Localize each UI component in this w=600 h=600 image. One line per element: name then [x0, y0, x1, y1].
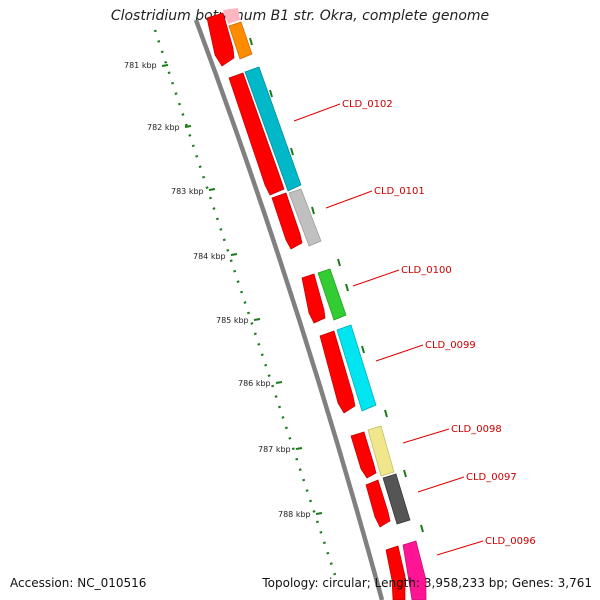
gene-label: CLD_0096 — [485, 536, 536, 547]
accession-text: Accession: NC_010516 — [10, 576, 147, 590]
kbp-label: 782 kbp — [147, 123, 180, 132]
map-title: Clostridium botulinum B1 str. Okra, comp… — [110, 8, 490, 24]
cds-arrow — [350, 431, 377, 479]
cds-arrow — [301, 273, 326, 324]
kbp-label: 788 kbp — [278, 510, 311, 519]
genome-summary-text: Topology: circular; Length: 3,958,233 bp… — [262, 576, 592, 590]
kbp-label: 783 kbp — [171, 187, 204, 196]
gene-label: CLD_0097 — [466, 472, 517, 483]
gene-labels: CLD_0102 CLD_0101 CLD_0100 CLD_0099 CLD_… — [342, 99, 536, 547]
cds-arrow — [206, 12, 235, 67]
gene-feature-pink — [223, 8, 240, 24]
kbp-label: 785 kbp — [216, 316, 249, 325]
gene-feature-grey — [288, 188, 322, 247]
cds-features — [206, 12, 406, 600]
genome-backbone — [193, 19, 385, 600]
cds-arrow — [228, 72, 285, 196]
gene-label-lines — [293, 103, 484, 556]
gene-label: CLD_0102 — [342, 99, 393, 110]
kbp-label: 784 kbp — [193, 252, 226, 261]
cds-arrow — [271, 192, 303, 250]
gene-label: CLD_0099 — [425, 340, 476, 351]
cds-arrow — [365, 479, 391, 528]
kbp-scale — [153, 29, 337, 576]
cds-arrow — [319, 330, 356, 414]
gene-feature-orange — [228, 21, 253, 60]
gene-label: CLD_0101 — [374, 186, 425, 197]
gene-label: CLD_0100 — [401, 265, 452, 276]
gene-feature-darkgrey — [382, 473, 411, 525]
cds-arrow — [385, 545, 406, 600]
kbp-label: 781 kbp — [124, 61, 157, 70]
outer-ticks — [249, 37, 424, 533]
gene-feature-cyan — [336, 324, 377, 412]
gene-feature-khaki — [367, 425, 395, 477]
gene-feature-green — [317, 268, 347, 321]
gene-label: CLD_0098 — [451, 424, 502, 435]
kbp-label: 786 kbp — [238, 379, 271, 388]
feature-bars — [223, 8, 427, 600]
gene-feature-magenta — [402, 540, 427, 600]
kbp-label: 787 kbp — [258, 445, 291, 454]
kbp-labels: 781 kbp 782 kbp 783 kbp 784 kbp 785 kbp … — [124, 61, 311, 519]
gene-feature-teal — [244, 66, 302, 192]
